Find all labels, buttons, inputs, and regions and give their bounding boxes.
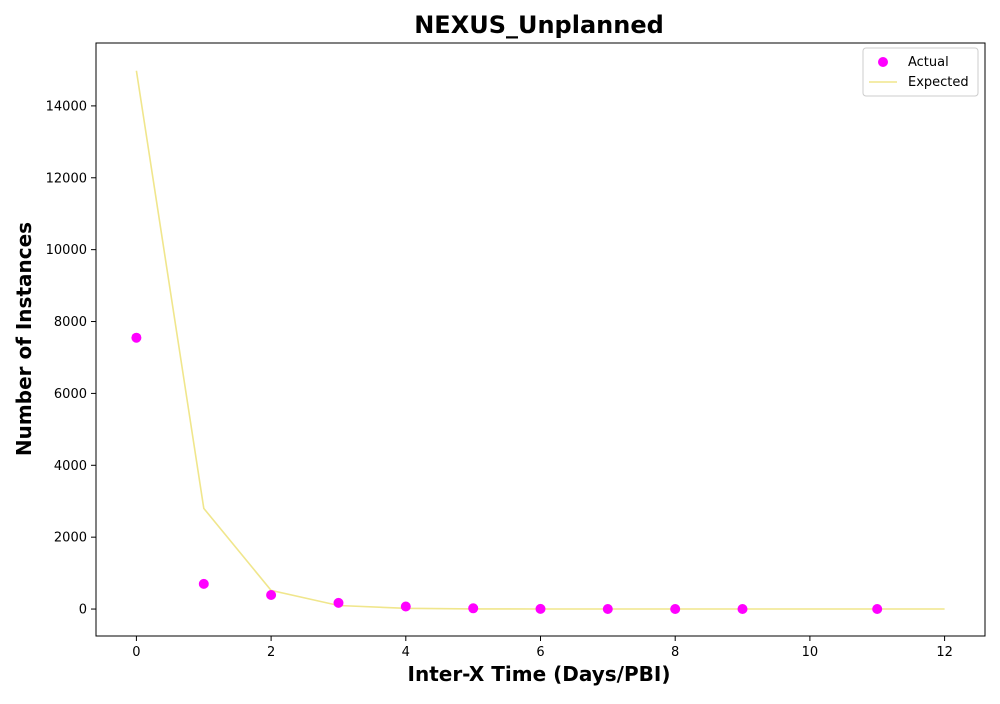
x-axis: 0 2 4 6 8 10 12: [132, 636, 953, 660]
legend-label-expected: Expected: [908, 75, 969, 90]
y-tick-label: 2000: [54, 531, 87, 546]
legend-marker-actual: [878, 57, 888, 67]
plot-area: [131, 70, 945, 614]
legend-box: [862, 47, 979, 97]
data-point-actual: [602, 604, 613, 614]
y-tick-label: 10000: [46, 243, 87, 258]
x-tick-label: 2: [267, 645, 275, 660]
y-axis: 0 2000 4000 6000 8000 10000 12000 14000: [46, 99, 96, 618]
y-tick-label: 6000: [54, 387, 87, 402]
y-axis-label: Number of Instances: [12, 222, 36, 456]
chart-title: NEXUS_Unplanned: [414, 11, 664, 39]
y-tick-label: 12000: [46, 171, 87, 186]
data-point-actual: [535, 603, 546, 614]
x-tick-label: 6: [536, 645, 544, 660]
y-tick-label: 0: [79, 603, 87, 618]
x-tick-label: 8: [671, 645, 679, 660]
data-point-actual: [266, 590, 277, 600]
data-point-actual: [131, 332, 142, 343]
y-tick-label: 14000: [46, 99, 87, 114]
data-point-actual: [400, 601, 411, 612]
data-point-actual: [872, 604, 883, 614]
data-point-actual: [468, 603, 479, 614]
x-tick-label: 4: [402, 645, 410, 660]
series-line-expected: [135, 70, 945, 610]
legend-label-actual: Actual: [908, 55, 949, 70]
x-tick-label: 10: [802, 645, 819, 660]
plot-frame: [95, 42, 986, 637]
data-point-actual: [737, 604, 748, 614]
x-tick-label: 0: [132, 645, 140, 660]
data-point-actual: [198, 578, 209, 589]
legend: Actual Expected: [862, 47, 979, 97]
y-tick-label: 8000: [54, 315, 87, 330]
y-tick-label: 4000: [54, 459, 87, 474]
x-axis-label: Inter-X Time (Days/PBI): [408, 662, 671, 686]
data-point-actual: [670, 604, 681, 614]
data-point-actual: [333, 597, 344, 608]
x-tick-label: 12: [936, 645, 953, 660]
